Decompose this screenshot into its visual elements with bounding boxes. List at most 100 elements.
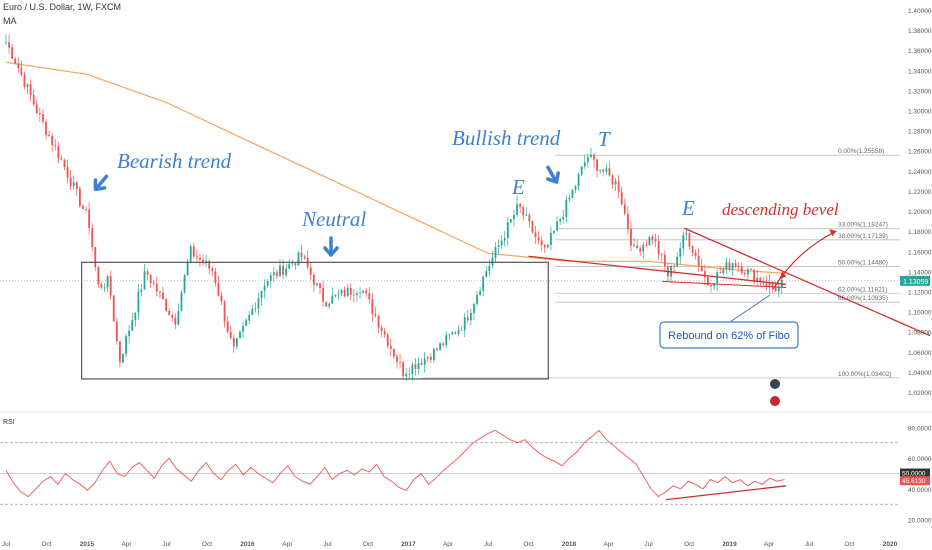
fib-level-label: 0.00%(1.25558) [838,148,884,155]
candle-body [423,358,426,365]
candle-body [399,361,401,363]
price-tag-label: 1.13059 [903,279,928,286]
candle-body [171,315,174,318]
candle-body [100,284,103,288]
candle-body [45,121,47,135]
candle-body [17,63,20,69]
rsi-trendline [666,485,787,501]
candle-body [740,266,743,274]
candle-body [540,240,543,246]
candle-body [109,276,112,296]
candle-body [85,208,87,210]
candle-body [214,271,217,283]
candle-body [152,282,155,284]
candle-body [676,256,679,267]
candle-body [673,265,675,267]
candle-body [263,285,266,291]
time-tick-label: 2020 [883,541,898,548]
candle-body [122,353,124,363]
price-tick-label: 1.06000 [908,350,932,357]
candle-body [654,239,657,242]
candle-body [497,245,500,248]
candle-body [371,299,374,314]
candle-body [297,252,300,266]
candle-body [251,309,254,315]
candle-body [737,266,740,268]
candle-body [694,252,697,256]
candle-body [626,213,629,230]
candle-body [457,329,460,334]
candle-body [445,334,448,346]
time-tick-label: Oct [363,541,373,548]
candle-body [112,295,115,322]
e-label-1: E [511,175,525,199]
rsi-tick-label: 20.0000 [908,518,932,525]
candle-body [608,168,611,176]
candle-body [500,240,503,246]
candle-body [14,58,17,64]
price-tick-label: 1.12000 [908,289,932,296]
candle-body [309,267,312,275]
price-tick-label: 1.04000 [908,370,932,377]
candle-body [106,276,109,288]
candle-body [319,283,321,289]
rsi-tick-label: 60.0000 [908,456,932,463]
candle-body [343,289,346,297]
candle-body [349,287,352,295]
candle-body [88,209,91,228]
fib-level-label: 100.00%(1.03402) [838,371,892,378]
candle-body [460,329,463,331]
candle-body [599,169,602,171]
candle-body [359,292,361,294]
candle-body [5,42,7,44]
candle-body [466,317,469,321]
candle-body [183,275,186,293]
price-tick-label: 1.02000 [908,390,932,397]
candle-body [75,182,78,189]
price-tick-label: 1.34000 [908,68,932,75]
time-tick-label: Apr [764,541,775,548]
time-tick-label: Apr [603,541,614,548]
candle-body [420,363,423,365]
arrow-icon [323,236,339,257]
candle-body [491,257,494,266]
candle-body [189,246,192,262]
candle-body [614,181,617,185]
candle-body [583,162,586,167]
time-tick-label: Apr [443,541,454,548]
candle-body [716,272,719,284]
price-tick-label: 1.38000 [908,28,932,35]
fib-level-label: 66.00%(1.10935) [838,295,888,302]
candle-body [254,308,257,310]
candle-body [174,317,177,325]
time-tick-label: Oct [684,541,694,548]
candle-body [617,181,620,192]
candle-body [365,290,368,294]
time-tick-label: 2016 [240,541,255,548]
candle-body [260,290,263,299]
candle-body [506,222,509,238]
price-tick-label: 1.26000 [908,149,932,156]
candle-body [66,166,69,178]
candle-body [20,68,23,75]
time-tick-label: Jul [644,541,653,548]
candle-body [377,315,380,328]
candle-body [119,341,121,363]
candle-body [519,203,522,208]
candle-body [223,301,226,322]
rsi-tag-label: 50.0000 [902,471,926,478]
candle-body [389,346,392,349]
candle-body [140,289,143,292]
candle-body [436,348,438,350]
candle-body [623,204,626,214]
candle-body [291,263,294,265]
price-tick-label: 1.24000 [908,169,932,176]
fib-level-label: 62.00%(1.11821) [838,286,887,293]
indicator-label: MA [3,16,17,26]
candle-body [679,248,682,257]
candle-body [648,236,651,245]
candle-body [383,330,386,335]
candle-body [134,312,137,320]
candle-body [220,295,223,302]
candle-body [768,282,771,287]
